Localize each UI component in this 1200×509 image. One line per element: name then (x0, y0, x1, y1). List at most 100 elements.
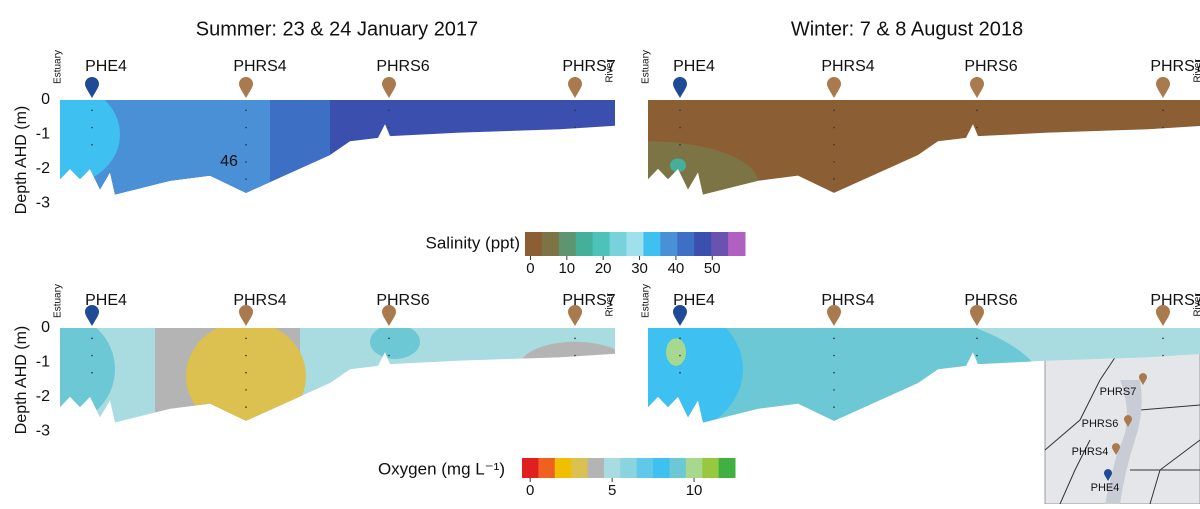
station-marker (239, 77, 253, 98)
colorbar-tick-label: 20 (595, 260, 612, 277)
station-label: PHRS4 (821, 292, 874, 309)
contour-region (666, 338, 686, 366)
colorbar-tick-label: 10 (686, 482, 703, 499)
station-label: PHRS7 (562, 292, 615, 309)
section-panel (648, 100, 1200, 195)
sample-point (245, 354, 247, 357)
colorbar-cell (575, 232, 594, 256)
y-tick-label: -3 (36, 422, 50, 439)
sample-point (245, 109, 247, 112)
station-marker (970, 305, 984, 326)
station-label: PHE4 (673, 292, 715, 309)
sample-point (245, 389, 247, 391)
map-river (1105, 380, 1142, 504)
station-marker (827, 305, 841, 326)
colorbar-cell (660, 232, 678, 256)
colorbar-cell (626, 232, 644, 256)
sample-point (679, 143, 681, 146)
station-marker (382, 77, 396, 98)
sample-point (91, 126, 93, 129)
end-label: Estuary (53, 50, 64, 84)
sample-point (91, 143, 93, 146)
station-marker (1156, 305, 1170, 326)
y-tick-label: 0 (41, 91, 50, 108)
contour-region (186, 328, 306, 423)
station-label: PHRS4 (233, 292, 286, 309)
map-marker (1139, 373, 1147, 385)
station-label: PHE4 (85, 292, 127, 309)
contour-region (60, 100, 120, 186)
y-tick-label: -1 (36, 126, 50, 143)
sample-point (833, 371, 835, 374)
colorbar-cell (541, 232, 560, 256)
colorbar-tick-label: 50 (704, 260, 721, 277)
sample-point (91, 354, 93, 357)
sample-point (679, 126, 681, 129)
colorbar-cell (711, 232, 729, 256)
colorbar-label: Oxygen (mg L⁻¹) (378, 459, 505, 478)
map-inset (1044, 349, 1200, 505)
station-marker (568, 77, 582, 98)
sample-point (833, 143, 835, 146)
station-marker (673, 305, 687, 326)
colorbar-cell (636, 458, 654, 478)
map-marker (1124, 415, 1132, 427)
contour-region (648, 141, 758, 195)
colorbar-cell (571, 458, 589, 478)
sample-point (388, 337, 390, 340)
sample-point (679, 354, 681, 357)
y-tick-label: -1 (36, 354, 50, 371)
sample-point (574, 337, 576, 340)
colorbar-cell (728, 232, 746, 256)
colorbar-cell (702, 458, 720, 478)
colorbar-cell (558, 232, 577, 256)
contour-region (60, 328, 115, 423)
section-panel (60, 328, 615, 423)
station-label: PHRS4 (821, 58, 874, 75)
colorbar-cell (643, 232, 661, 256)
map-marker (1103, 469, 1112, 481)
sample-point (1162, 126, 1164, 129)
sample-point (976, 109, 978, 112)
sample-point (833, 178, 835, 180)
axis-title: Depth AHD (m) (13, 326, 30, 434)
sample-point (574, 109, 576, 112)
colorbar-cell (603, 458, 621, 478)
map-lines (1044, 349, 1200, 505)
sample-point (245, 406, 247, 408)
station-marker (85, 305, 99, 326)
sample-point (245, 371, 247, 374)
colorbar-cell (522, 458, 539, 478)
station-label: PHRS6 (964, 58, 1017, 75)
sample-point (976, 337, 978, 340)
end-label: River (605, 59, 616, 83)
station-marker (1156, 77, 1170, 98)
colorbar-cell (669, 458, 687, 478)
sample-point (388, 126, 390, 129)
sample-point (679, 109, 681, 112)
end-label: River (1193, 59, 1200, 83)
station-marker (85, 77, 99, 98)
sample-point (245, 161, 247, 163)
sample-point (1162, 354, 1164, 357)
end-label: River (1193, 293, 1200, 317)
colorbar-cell (653, 458, 670, 478)
colorbar-tick-label: 10 (558, 260, 575, 277)
sample-point (679, 337, 681, 340)
map-marker (1112, 443, 1120, 455)
colorbar-label: Salinity (ppt) (426, 233, 520, 252)
section-panel (60, 100, 615, 195)
map-label: PHE4 (1091, 482, 1120, 494)
station-marker (970, 77, 984, 98)
station-marker (827, 77, 841, 98)
sample-point (245, 143, 247, 146)
colorbar-cell (554, 458, 572, 478)
colorbar-cell (620, 458, 638, 478)
station-label: PHE4 (673, 58, 715, 75)
contour-region (60, 328, 615, 423)
station-label: PHRS7 (562, 58, 615, 75)
colorbar-cell (685, 458, 703, 478)
station-marker (382, 305, 396, 326)
y-tick-label: 0 (41, 319, 50, 336)
